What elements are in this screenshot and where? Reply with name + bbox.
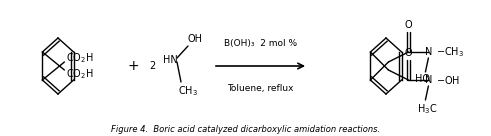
Text: +: + [127, 59, 139, 73]
Text: CO$_2$H: CO$_2$H [66, 67, 94, 81]
Text: $-$OH: $-$OH [436, 74, 461, 86]
Text: $-$CH$_3$: $-$CH$_3$ [436, 45, 464, 59]
Text: N: N [425, 75, 432, 85]
Text: N: N [425, 47, 432, 57]
Text: B(OH)₃  2 mol %: B(OH)₃ 2 mol % [224, 39, 297, 48]
Text: Figure 4.  Boric acid catalyzed dicarboxylic amidation reactions.: Figure 4. Boric acid catalyzed dicarboxy… [111, 125, 380, 134]
Text: OH: OH [188, 34, 203, 44]
Text: O: O [405, 48, 412, 58]
Text: Toluene, reflux: Toluene, reflux [227, 84, 294, 93]
Text: 2: 2 [149, 61, 155, 71]
Text: H$_3$C: H$_3$C [417, 102, 438, 116]
Text: CH$_3$: CH$_3$ [178, 84, 198, 98]
Text: CO$_2$H: CO$_2$H [66, 51, 94, 65]
Text: HN: HN [163, 55, 178, 65]
Text: HO: HO [415, 74, 431, 84]
Text: O: O [405, 20, 412, 30]
